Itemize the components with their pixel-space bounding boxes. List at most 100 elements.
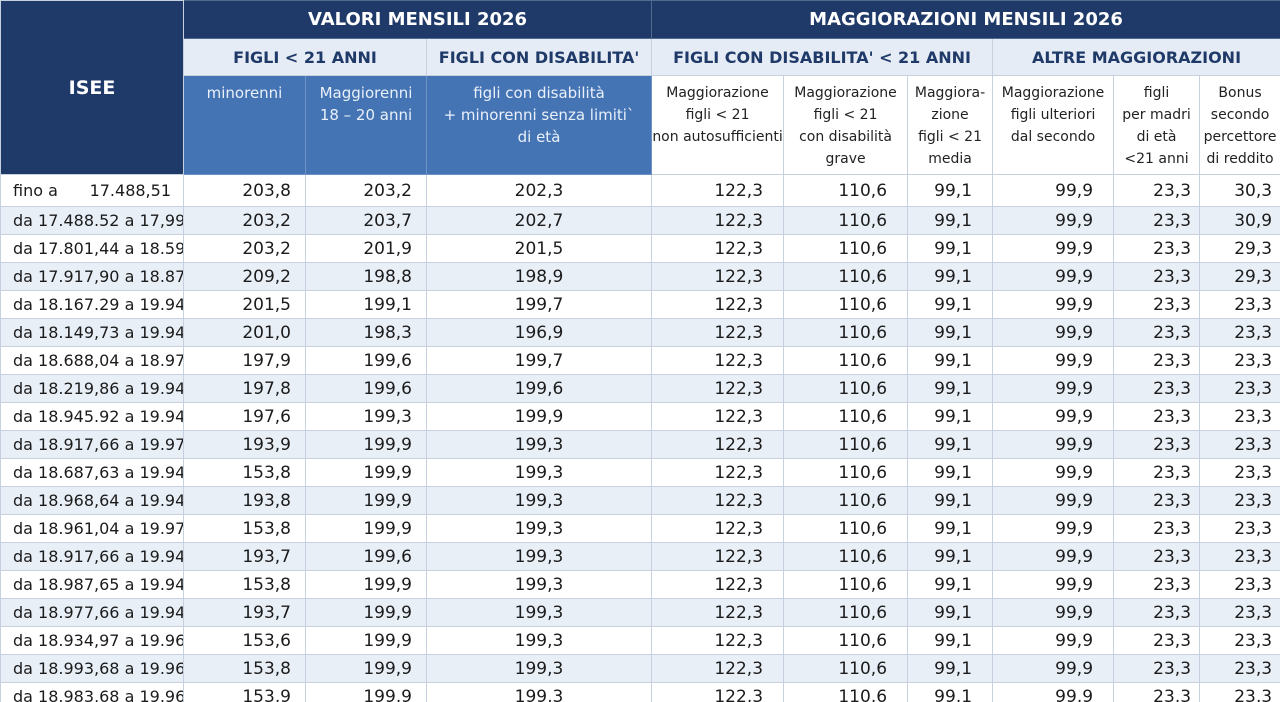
- value-cell: 153,8: [183, 514, 306, 543]
- header-line: figli < 21: [813, 107, 878, 123]
- value-cell: 199,3: [425, 458, 653, 487]
- value-cell: 122,3: [651, 374, 785, 403]
- value-cell: 23,3: [1113, 290, 1201, 319]
- value-cell: 198,3: [305, 318, 427, 347]
- value-cell: 29,3: [1199, 234, 1280, 263]
- value-cell: 153,8: [183, 458, 306, 487]
- value-cell: 110,6: [783, 234, 909, 263]
- value-cell: 110,6: [783, 542, 909, 571]
- value-cell: 196,9: [425, 318, 653, 347]
- value-cell: 99,1: [907, 542, 994, 571]
- value-cell: 199,9: [305, 458, 427, 487]
- value-cell: 110,6: [783, 458, 909, 487]
- header-line: secondo: [1210, 107, 1270, 123]
- table-row: da 18.977,66 a 19.947 193,7 199,9 199,3 122,…: [0, 598, 1280, 627]
- value-cell: 122,3: [651, 234, 785, 263]
- value-cell: 201,0: [183, 318, 306, 347]
- value-cell: 122,3: [651, 346, 785, 375]
- value-cell: 110,6: [783, 682, 909, 702]
- value-cell: 122,3: [651, 542, 785, 571]
- value-cell: 23,3: [1113, 262, 1201, 291]
- value-cell: 23,3: [1113, 626, 1201, 655]
- value-cell: 198,9: [425, 262, 653, 291]
- value-cell: 122,3: [651, 290, 785, 319]
- column-header: Bonus secondo percettore di reddito: [1199, 75, 1280, 175]
- value-cell: 122,3: [651, 486, 785, 515]
- table-row: da 18.993,68 a 19.967 153,8 199,9 199,3 122,…: [0, 654, 1280, 683]
- value-cell: 23,3: [1199, 458, 1280, 487]
- value-cell: 99,1: [907, 174, 994, 207]
- header-line: dal secondo: [1010, 129, 1096, 145]
- value-cell: 23,3: [1199, 570, 1280, 599]
- value-cell: 99,1: [907, 458, 994, 487]
- value-cell: 203,2: [305, 174, 427, 207]
- header-line: non autosufficienti: [652, 129, 783, 145]
- value-cell: 99,9: [992, 206, 1115, 235]
- value-cell: 23,3: [1199, 318, 1280, 347]
- value-cell: 203,7: [305, 206, 427, 235]
- value-cell: 99,9: [992, 234, 1115, 263]
- isee-cell: da 18.149,73 a 19.947: [0, 318, 184, 347]
- value-cell: 153,8: [183, 654, 306, 683]
- header-line: di età: [1136, 129, 1177, 145]
- header-line: di reddito: [1206, 151, 1274, 167]
- table-row: da 18.167.29 a 19.947 201,5 199,1 199,7 122,…: [0, 290, 1280, 319]
- header-line: media: [928, 151, 972, 167]
- value-cell: 23,3: [1199, 430, 1280, 459]
- value-cell: 99,1: [907, 262, 994, 291]
- value-cell: 193,9: [183, 430, 306, 459]
- isee-text: 17.488,51: [89, 181, 171, 200]
- header-line: <21 anni: [1124, 151, 1189, 167]
- value-cell: 110,6: [783, 570, 909, 599]
- value-cell: 110,6: [783, 318, 909, 347]
- value-cell: 99,1: [907, 598, 994, 627]
- value-cell: 30,9: [1199, 206, 1280, 235]
- value-cell: 203,2: [183, 206, 306, 235]
- value-cell: 23,3: [1199, 514, 1280, 543]
- table-row: da 18.917,66 a 19.943 193,7 199,6 199,3 122,…: [0, 542, 1280, 571]
- value-cell: 199,6: [305, 346, 427, 375]
- column-header: Maggiorazione figli ulteriori dal secondo: [992, 75, 1115, 175]
- header-line: Maggiorazione: [794, 85, 897, 101]
- value-cell: 23,3: [1199, 626, 1280, 655]
- value-cell: 110,6: [783, 430, 909, 459]
- value-cell: 99,9: [992, 174, 1115, 207]
- header-line: Maggiorazione: [666, 85, 769, 101]
- value-cell: 99,1: [907, 374, 994, 403]
- value-cell: 99,1: [907, 682, 994, 702]
- value-cell: 122,3: [651, 262, 785, 291]
- value-cell: 199,3: [425, 654, 653, 683]
- value-cell: 199,6: [425, 374, 653, 403]
- value-cell: 99,9: [992, 458, 1115, 487]
- value-cell: 99,9: [992, 514, 1115, 543]
- value-cell: 99,1: [907, 654, 994, 683]
- table-row: da 18.688,04 a 18.975 197,9 199,6 199,7 122,…: [0, 346, 1280, 375]
- value-cell: 23,3: [1199, 682, 1280, 702]
- value-cell: 99,1: [907, 402, 994, 431]
- value-cell: 193,8: [183, 486, 306, 515]
- value-cell: 199,9: [305, 626, 427, 655]
- value-cell: 99,9: [992, 374, 1115, 403]
- value-cell: 199,3: [425, 682, 653, 702]
- isee-cell: da 18.917,66 a 19.943: [0, 542, 184, 571]
- value-cell: 110,6: [783, 290, 909, 319]
- subgroup-header: FIGLI < 21 ANNI: [183, 38, 427, 76]
- value-cell: 23,3: [1113, 430, 1201, 459]
- value-cell: 110,6: [783, 174, 909, 207]
- header-line: con disabilità: [799, 129, 892, 145]
- value-cell: 99,1: [907, 486, 994, 515]
- isee-range: fino a 17.488,51: [13, 181, 183, 200]
- value-cell: 199,9: [425, 402, 653, 431]
- value-cell: 23,3: [1199, 486, 1280, 515]
- value-cell: 23,3: [1113, 514, 1201, 543]
- value-cell: 122,3: [651, 598, 785, 627]
- value-cell: 201,5: [183, 290, 306, 319]
- isee-cell: da 18.983,68 a 19.966: [0, 682, 184, 702]
- value-cell: 122,3: [651, 206, 785, 235]
- value-cell: 209,2: [183, 262, 306, 291]
- value-cell: 23,3: [1199, 346, 1280, 375]
- table-row: da 18.987,65 a 19.947 153,8 199,9 199,3 122,…: [0, 570, 1280, 599]
- value-cell: 199,3: [425, 626, 653, 655]
- value-cell: 193,7: [183, 542, 306, 571]
- value-cell: 199,3: [305, 402, 427, 431]
